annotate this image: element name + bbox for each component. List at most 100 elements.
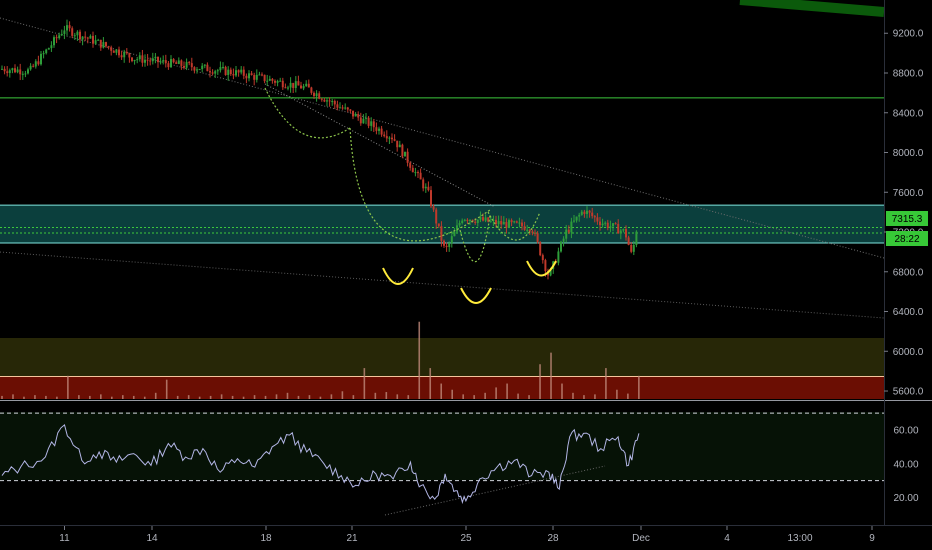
candle-body (120, 55, 123, 58)
green-channel-edge (739, 0, 885, 17)
candle-body (53, 37, 55, 46)
candle-body (193, 67, 196, 71)
candle-body (201, 65, 204, 70)
candle-body (440, 226, 443, 241)
candle-body (346, 107, 349, 110)
candle-body (510, 220, 513, 223)
candle-body (586, 210, 588, 214)
volume-bar (220, 394, 223, 399)
volume-bar (352, 395, 355, 399)
candle-body (528, 229, 531, 232)
volume-bar (341, 391, 344, 399)
candle-body (229, 69, 232, 75)
candle-body (502, 222, 505, 225)
candle-body (632, 244, 635, 252)
candle-body (32, 65, 35, 67)
candle-body (365, 117, 367, 119)
candle-body (279, 80, 282, 82)
volume-bar (418, 321, 421, 399)
candle-body (539, 241, 542, 256)
candle-body (362, 118, 365, 124)
candle-body (513, 221, 516, 223)
volume-bar (440, 383, 443, 399)
candle-body (565, 229, 568, 239)
volume-bar (627, 393, 629, 399)
candle-body (16, 69, 19, 73)
volume-bar (506, 383, 508, 399)
candle-body (495, 219, 497, 225)
candle-body (323, 99, 326, 102)
price-tick-label: 6800.0 (893, 267, 924, 278)
volume-bar (605, 368, 607, 399)
candle-body (318, 93, 321, 99)
candle-body (617, 223, 620, 234)
candle-body (185, 62, 188, 68)
candle-body (497, 220, 500, 225)
time-tick-label: Dec (632, 533, 650, 544)
volume-bar (154, 392, 157, 399)
volume-bar (330, 394, 333, 399)
candle-body (297, 81, 300, 86)
candle-body (305, 83, 308, 87)
current-price-tag (886, 211, 928, 226)
candle-body (352, 110, 354, 117)
candle-body (424, 186, 427, 189)
volume-bar (451, 389, 453, 399)
volume-bar (45, 395, 47, 399)
time-tick-label: 4 (724, 533, 730, 544)
candle-body (580, 211, 583, 215)
candle-body (167, 63, 170, 68)
candle-body (453, 231, 456, 237)
candle-body (196, 69, 198, 71)
countdown-label: 28:22 (894, 234, 919, 245)
time-tick-label: 14 (146, 533, 158, 544)
candle-body (370, 121, 373, 126)
candle-body (414, 172, 417, 174)
rsi-background (0, 412, 884, 480)
candle-body (177, 60, 180, 64)
price-tick-label: 6000.0 (893, 347, 924, 358)
candle-body (375, 127, 378, 131)
candle-body (518, 222, 521, 224)
volume-bar (264, 395, 267, 399)
price-tick-label: 9200.0 (893, 29, 924, 40)
candle-body (411, 167, 414, 173)
candle-body (404, 151, 406, 157)
volume-bar (638, 375, 640, 399)
candle-body (359, 117, 362, 124)
candle-body (609, 226, 612, 228)
candle-body (383, 134, 386, 137)
candle-body (310, 87, 313, 93)
candle-body (292, 82, 295, 88)
cup-curve-4 (487, 211, 541, 241)
candle-body (560, 241, 562, 252)
candle-body (523, 226, 526, 230)
price-tick-label: 5600.0 (893, 387, 924, 398)
candle-body (99, 39, 102, 48)
candle-body (294, 81, 297, 88)
candle-body (635, 231, 638, 245)
candle-body (388, 137, 391, 139)
candle-body (575, 216, 578, 221)
candle-body (157, 56, 159, 63)
candle-body (102, 42, 105, 48)
candle-body (417, 172, 419, 174)
candle-body (50, 45, 53, 49)
candle-body (583, 211, 586, 214)
candle-body (482, 217, 484, 221)
volume-bar (111, 396, 113, 399)
candle-body (110, 47, 113, 51)
candle-body (544, 260, 547, 272)
candle-body (505, 222, 508, 228)
volume-bar (528, 395, 530, 399)
candle-body (326, 100, 328, 102)
price-tick-label: 8800.0 (893, 69, 924, 80)
candle-body (606, 222, 609, 228)
candle-body (430, 190, 432, 207)
candle-body (409, 162, 412, 168)
candle-body (133, 59, 136, 62)
volume-band-yellow (0, 338, 884, 376)
candle-body (541, 255, 544, 261)
candle-body (89, 35, 92, 39)
